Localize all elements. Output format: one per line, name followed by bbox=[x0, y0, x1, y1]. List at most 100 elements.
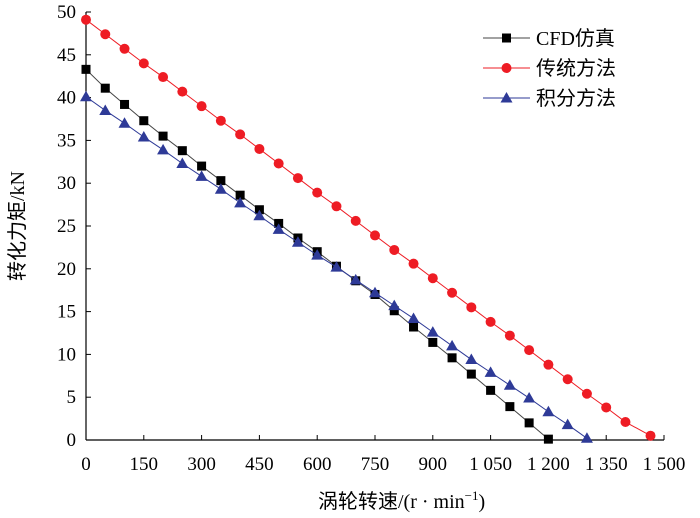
data-point bbox=[157, 143, 170, 155]
data-point bbox=[504, 330, 515, 341]
data-point bbox=[389, 244, 400, 255]
y-tick-label: 5 bbox=[67, 387, 77, 408]
data-point bbox=[216, 176, 226, 186]
data-point bbox=[330, 261, 343, 272]
data-point bbox=[485, 316, 496, 327]
y-tick-label: 0 bbox=[67, 430, 77, 451]
data-point bbox=[562, 374, 573, 385]
data-point bbox=[407, 312, 420, 323]
data-point bbox=[81, 64, 91, 74]
x-tick-label: 1 350 bbox=[585, 454, 628, 475]
data-point bbox=[253, 209, 266, 221]
data-point bbox=[235, 190, 245, 200]
data-point bbox=[214, 183, 227, 194]
y-tick-label: 40 bbox=[57, 88, 76, 109]
y-tick-label: 15 bbox=[57, 302, 76, 323]
data-point bbox=[80, 90, 92, 102]
data-point bbox=[561, 418, 574, 430]
data-point bbox=[81, 14, 91, 25]
x-axis-title-close: ) bbox=[479, 491, 486, 513]
x-axis-title: 涡轮转速/(r · min−1) bbox=[318, 488, 485, 513]
data-point bbox=[409, 322, 419, 332]
data-point bbox=[176, 157, 189, 169]
data-point bbox=[234, 196, 247, 208]
data-point bbox=[447, 353, 457, 363]
data-point bbox=[620, 417, 631, 428]
x-tick-label: 1 200 bbox=[527, 454, 570, 475]
data-point bbox=[523, 392, 536, 403]
legend-marker bbox=[502, 33, 511, 43]
legend-item: CFD仿真 bbox=[483, 27, 615, 50]
data-point bbox=[177, 86, 188, 97]
data-point bbox=[505, 402, 515, 412]
data-point bbox=[503, 379, 516, 390]
legend-label: CFD仿真 bbox=[536, 27, 615, 50]
legend-marker bbox=[500, 92, 513, 103]
legend-label: 积分方法 bbox=[536, 87, 616, 110]
data-point bbox=[524, 418, 534, 428]
data-point bbox=[466, 302, 477, 313]
axis-titles: 涡轮转速/(r · min−1) 转化力矩/kN bbox=[6, 171, 485, 513]
x-tick-label: 600 bbox=[303, 454, 332, 475]
data-point bbox=[120, 99, 130, 109]
data-point bbox=[645, 430, 656, 441]
x-tick-label: 1 500 bbox=[643, 454, 686, 475]
legend-item: 积分方法 bbox=[483, 87, 616, 110]
x-tick-label: 1 050 bbox=[469, 454, 512, 475]
data-point bbox=[447, 287, 458, 298]
y-tick-label: 45 bbox=[57, 45, 76, 66]
data-point bbox=[119, 43, 130, 54]
series-triangle bbox=[80, 90, 593, 443]
data-point bbox=[118, 117, 131, 128]
data-point bbox=[428, 337, 438, 347]
legend-item: 传统方法 bbox=[483, 57, 616, 80]
legend-label: 传统方法 bbox=[536, 57, 616, 80]
data-point bbox=[408, 258, 419, 269]
data-point bbox=[215, 115, 226, 126]
data-point bbox=[158, 131, 168, 141]
data-point bbox=[100, 29, 111, 40]
data-point bbox=[138, 58, 149, 69]
y-axis-title: 转化力矩/kN bbox=[6, 171, 29, 281]
data-point bbox=[581, 388, 592, 399]
y-tick-label: 30 bbox=[57, 173, 76, 194]
y-tick-label: 20 bbox=[57, 259, 76, 280]
data-point bbox=[195, 170, 208, 181]
data-point bbox=[369, 286, 381, 298]
data-point bbox=[388, 299, 401, 311]
series-line bbox=[85, 19, 651, 437]
data-point bbox=[99, 104, 112, 115]
data-point bbox=[543, 359, 554, 370]
data-point bbox=[197, 161, 207, 171]
data-point bbox=[465, 353, 478, 365]
data-point bbox=[601, 402, 612, 413]
data-point bbox=[311, 249, 324, 260]
data-point bbox=[196, 101, 207, 112]
y-tick-label: 50 bbox=[57, 2, 76, 23]
x-tick-label: 150 bbox=[130, 454, 159, 475]
x-tick-label: 300 bbox=[187, 454, 216, 475]
data-point bbox=[542, 405, 555, 417]
data-point bbox=[524, 345, 535, 356]
data-point bbox=[177, 146, 187, 156]
data-point bbox=[100, 83, 110, 93]
data-point bbox=[291, 236, 304, 247]
data-point bbox=[235, 129, 246, 140]
data-point bbox=[427, 273, 438, 284]
series-circle bbox=[81, 14, 656, 441]
data-point bbox=[312, 187, 323, 198]
data-point bbox=[273, 158, 284, 169]
data-point bbox=[370, 230, 380, 241]
data-point bbox=[350, 215, 361, 226]
x-axis-title-sup: −1 bbox=[465, 488, 479, 503]
x-axis-title-main: 涡轮转速/(r · min bbox=[318, 490, 465, 513]
legend-marker bbox=[501, 63, 512, 73]
data-point bbox=[466, 369, 476, 379]
data-point bbox=[486, 385, 496, 395]
data-point bbox=[292, 173, 303, 184]
y-tick-label: 10 bbox=[57, 344, 76, 365]
data-point bbox=[331, 201, 342, 212]
axes: 0 5 10 15 20 25 30 35 40 45 50 0 150 300 450 600 750 900 1… bbox=[57, 2, 685, 475]
